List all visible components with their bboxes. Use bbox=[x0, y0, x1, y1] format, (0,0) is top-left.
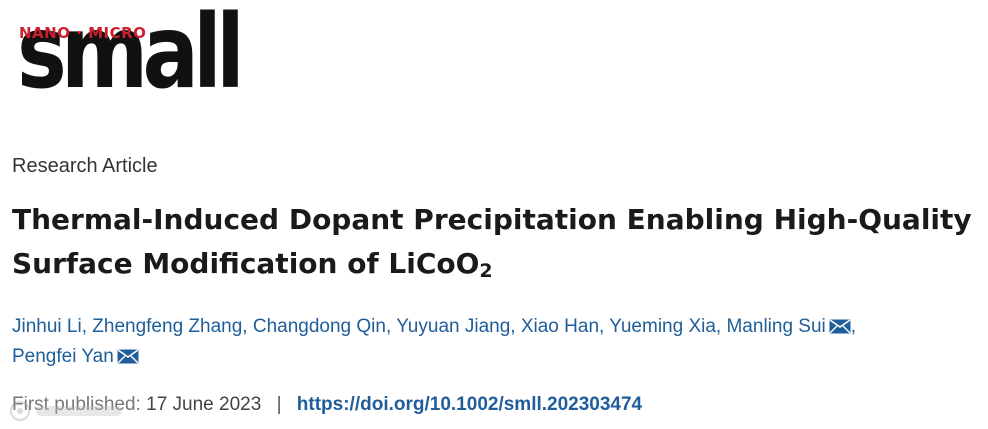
watermark-icon bbox=[10, 401, 122, 421]
envelope-icon[interactable] bbox=[117, 349, 139, 364]
logo-main-text: small bbox=[17, 0, 245, 112]
envelope-icon[interactable] bbox=[829, 319, 851, 334]
journal-logo[interactable]: small NANO · MICRO bbox=[17, 2, 245, 118]
author-link[interactable]: Jinhui Li bbox=[12, 316, 82, 337]
published-date: 17 June 2023 bbox=[146, 394, 262, 415]
logo-top-text: NANO · MICRO bbox=[19, 24, 147, 42]
author-link[interactable]: Pengfei Yan bbox=[12, 346, 114, 367]
article-type: Research Article bbox=[12, 155, 158, 177]
author-list: Jinhui Li, Zhengfeng Zhang, Changdong Qi… bbox=[12, 316, 857, 367]
divider: | bbox=[276, 394, 282, 415]
article-title: Thermal-Induced Dopant Precipitation Ena… bbox=[12, 198, 982, 286]
published-label: First published: bbox=[12, 394, 141, 415]
author-link[interactable]: Yueming Xia bbox=[609, 316, 716, 337]
author-link[interactable]: Yuyuan Jiang bbox=[396, 316, 511, 337]
author-link[interactable]: Changdong Qin bbox=[252, 316, 386, 337]
title-subscript: 2 bbox=[479, 260, 493, 282]
title-text: Thermal-Induced Dopant Precipitation Ena… bbox=[12, 203, 972, 280]
publication-info: First published: 17 June 2023 | https://… bbox=[12, 394, 642, 416]
author-link[interactable]: Zhengfeng Zhang bbox=[92, 316, 243, 337]
author-link[interactable]: Manling Sui bbox=[726, 316, 826, 337]
author-link[interactable]: Xiao Han bbox=[520, 316, 600, 337]
doi-link[interactable]: https://doi.org/10.1002/smll.202303474 bbox=[296, 394, 643, 415]
